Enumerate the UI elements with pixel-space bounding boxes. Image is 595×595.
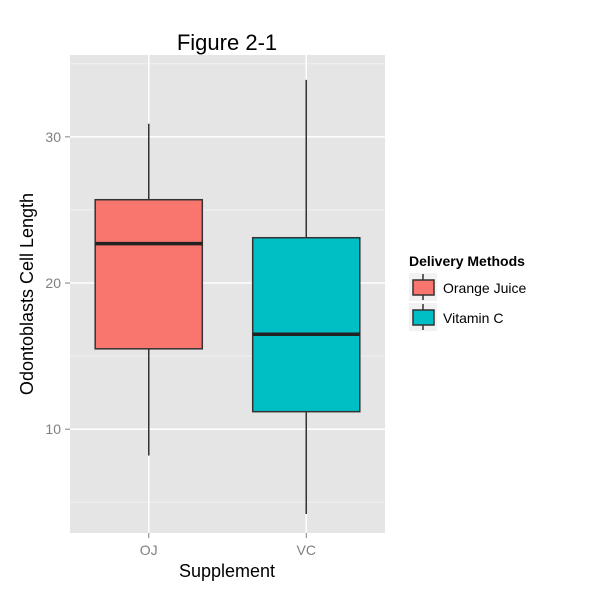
legend-title: Delivery Methods (409, 253, 525, 269)
plot-panel (70, 55, 385, 533)
boxplot (251, 79, 361, 514)
legend-item: Vitamin C (409, 303, 503, 331)
y-tick-label: 10 (45, 421, 61, 437)
x-tick-label: VC (297, 542, 316, 558)
y-axis-title: Odontoblasts Cell Length (17, 193, 37, 395)
legend-item: Orange Juice (409, 273, 526, 301)
legend-key-swatch (412, 309, 435, 326)
y-axis-ticks: 10 20 30 (45, 129, 70, 437)
legend: Delivery Methods Orange Juice Vitamin C (409, 253, 526, 331)
x-axis-ticks: OJ VC (140, 533, 316, 558)
boxplots (94, 79, 361, 514)
chart-title: Figure 2-1 (177, 30, 277, 55)
y-tick-label: 30 (45, 129, 61, 145)
x-tick-label: OJ (140, 542, 158, 558)
legend-items: Orange Juice Vitamin C (409, 273, 526, 331)
legend-label: Orange Juice (443, 280, 526, 296)
box (251, 236, 361, 413)
y-tick-label: 20 (45, 275, 61, 291)
legend-label: Vitamin C (443, 310, 503, 326)
boxplot (94, 123, 204, 456)
x-axis-title: Supplement (179, 561, 275, 581)
legend-key-swatch (412, 279, 435, 296)
box (94, 198, 204, 350)
